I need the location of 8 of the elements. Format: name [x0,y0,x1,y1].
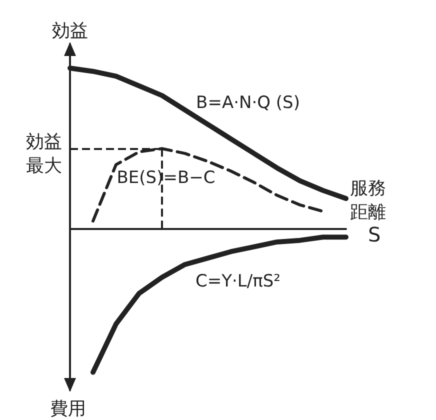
ref-line-label: 効益最大 [26,132,62,177]
x-axis-title: S [368,222,381,247]
series-label: C=Y·L/πS² [196,272,280,292]
text: 費用 [50,398,86,420]
text: 服務距離 [350,178,386,224]
series-label: BE(S)=B−C [116,168,216,188]
series-label: B=A·N·Q (S) [196,92,300,113]
y-axis-title: 効益 [52,20,88,42]
